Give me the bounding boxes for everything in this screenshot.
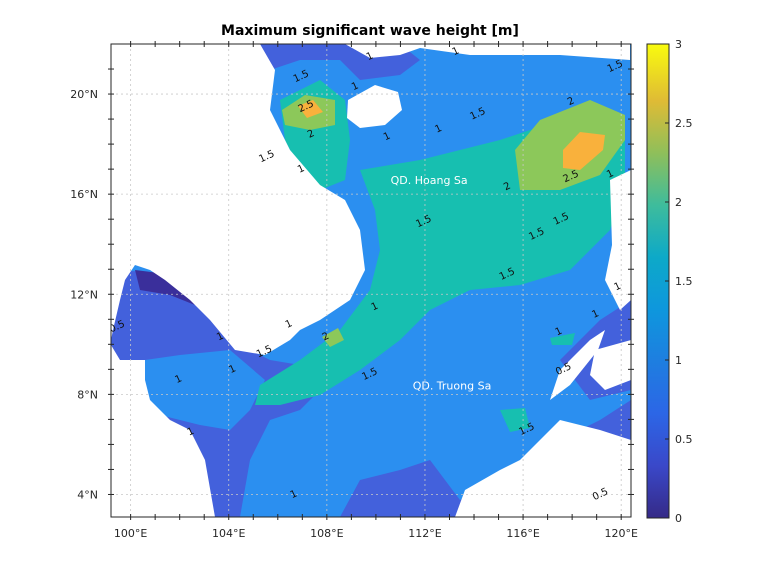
- x-tick-label: 120°E: [604, 527, 637, 540]
- contour-label: 1: [370, 301, 380, 314]
- sea-region-1.5-2m-patch-2: [550, 333, 575, 345]
- frame-ticks: [108, 41, 634, 520]
- land-hainan: [347, 85, 402, 128]
- x-tick-label: 112°E: [408, 527, 441, 540]
- contour-label: 1: [554, 326, 564, 339]
- contour-label: 1: [365, 50, 375, 63]
- land-palawan: [550, 330, 605, 400]
- y-tick-label: 8°N: [77, 388, 98, 401]
- colorbar-tick-label: 0.5: [675, 433, 693, 446]
- y-tick-label: 16°N: [70, 188, 98, 201]
- chart-title: Maximum significant wave height [m]: [221, 23, 519, 39]
- x-tick-label: 104°E: [212, 527, 245, 540]
- land-south-china: [345, 44, 630, 60]
- sea-region-below-0.5m: [135, 270, 200, 305]
- contour-label: 1: [173, 373, 183, 386]
- colorbar-tick-label: 0: [675, 512, 682, 525]
- colorbar-tick-label: 3: [675, 38, 682, 51]
- contour-label: 2: [566, 95, 576, 108]
- x-tick-label: 116°E: [506, 527, 539, 540]
- land-visayas: [590, 340, 631, 390]
- colorbar-tick-label: 1.5: [675, 275, 693, 288]
- contour-label: 1: [382, 131, 392, 144]
- colorbar-tick-label: 1: [675, 354, 682, 367]
- y-tick-label: 20°N: [70, 88, 98, 101]
- contour-label: 1: [612, 281, 622, 294]
- contour-label: 1: [590, 308, 600, 321]
- colorbar-tick-label: 2.5: [675, 117, 693, 130]
- contour-label: 1: [186, 426, 196, 439]
- contour-label: 1: [605, 168, 615, 181]
- axes-frame: [110, 43, 632, 518]
- land-malay-peninsula: [111, 345, 215, 517]
- contour-label: 1: [350, 80, 360, 93]
- land-borneo: [455, 420, 631, 517]
- y-tick-labels: 4°N 8°N 12°N 16°N 20°N: [70, 88, 98, 501]
- x-tick-label: 100°E: [114, 527, 147, 540]
- land-luzon: [605, 170, 631, 310]
- land-indochina: [111, 44, 365, 355]
- contour-label: 1: [451, 45, 461, 58]
- sea-region-2.5-3m-north: [298, 100, 323, 118]
- graticule: [111, 44, 631, 517]
- contour-label: 1: [289, 488, 299, 501]
- place-annotation: QD. Hoang Sa: [391, 174, 468, 187]
- contour-label: 1: [227, 363, 237, 376]
- colorbar-tick-labels: 0 0.5 1 1.5 2 2.5 3: [665, 38, 693, 525]
- contour-label: 2: [321, 331, 331, 344]
- place-annotation: QD. Truong Sa: [413, 379, 492, 392]
- x-tick-labels: 100°E 104°E 108°E 112°E 116°E 120°E: [114, 527, 638, 540]
- contour-label: 1: [433, 123, 443, 136]
- y-tick-label: 4°N: [77, 488, 98, 501]
- sea-region-1.5-2m-patch: [500, 408, 530, 432]
- map-area: 1.52.521.51111111.5222.51.511.51.51.51.5…: [111, 44, 631, 517]
- sea-region-2-2.5m-south: [322, 328, 344, 347]
- sea-region-2.5-3m-east: [563, 132, 605, 170]
- colorbar-tick-label: 2: [675, 196, 682, 209]
- x-tick-label: 108°E: [310, 527, 343, 540]
- contour-label: 1: [215, 331, 225, 344]
- y-tick-label: 12°N: [70, 288, 98, 301]
- sea-region-1-1.5m-inner: [145, 350, 265, 430]
- annotations: QD. Hoang Sa QD. Truong Sa: [391, 174, 492, 392]
- contour-label: 2: [502, 181, 512, 194]
- contour-label: 1: [284, 318, 294, 331]
- contour-label: 1: [296, 163, 306, 176]
- contour-label: 2: [306, 128, 316, 141]
